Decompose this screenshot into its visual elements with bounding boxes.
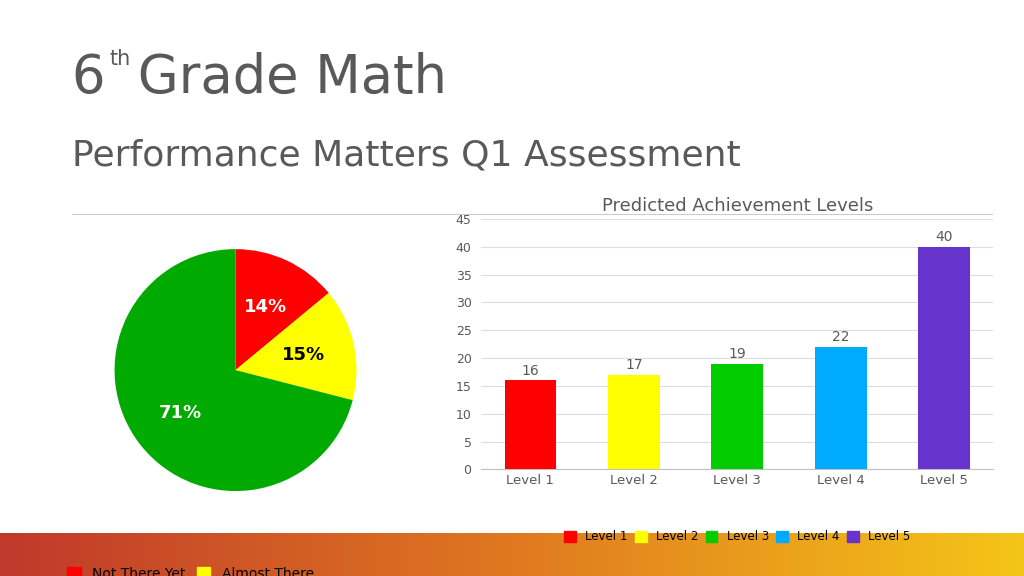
Legend: Level 1, Level 2, Level 3, Level 4, Level 5: Level 1, Level 2, Level 3, Level 4, Leve… bbox=[564, 530, 910, 544]
Text: Grade Math: Grade Math bbox=[121, 52, 446, 104]
Text: 19: 19 bbox=[728, 347, 746, 361]
Text: 40: 40 bbox=[935, 230, 953, 244]
Bar bbox=[505, 380, 556, 469]
Text: 22: 22 bbox=[831, 330, 850, 344]
Text: 71%: 71% bbox=[159, 404, 202, 422]
Text: 6: 6 bbox=[72, 52, 105, 104]
Text: Performance Matters Q1 Assessment: Performance Matters Q1 Assessment bbox=[72, 138, 740, 172]
Wedge shape bbox=[236, 293, 356, 400]
Bar bbox=[919, 247, 970, 469]
Text: th: th bbox=[110, 49, 131, 69]
Bar bbox=[815, 347, 866, 469]
Bar bbox=[712, 363, 763, 469]
Title: Predicted Achievement Levels: Predicted Achievement Levels bbox=[601, 196, 873, 214]
Text: 16: 16 bbox=[521, 363, 540, 378]
Text: 15%: 15% bbox=[283, 346, 326, 364]
Text: 17: 17 bbox=[625, 358, 643, 372]
Wedge shape bbox=[115, 249, 352, 491]
Wedge shape bbox=[236, 249, 329, 370]
Text: 14%: 14% bbox=[244, 298, 287, 316]
Bar bbox=[608, 375, 659, 469]
